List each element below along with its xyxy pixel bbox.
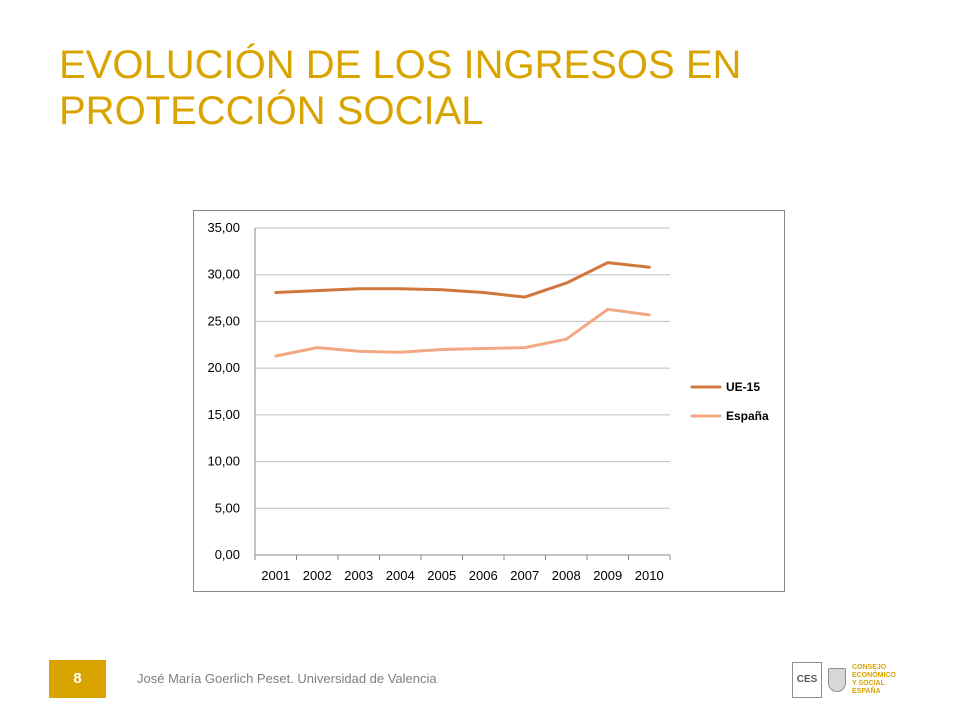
x-tick-label: 2007 [510, 568, 539, 583]
legend-label: UE-15 [726, 380, 760, 394]
series-line-1 [274, 261, 651, 299]
x-tick-label: 2002 [303, 568, 332, 583]
y-tick-label: 10,00 [207, 454, 240, 469]
series-line-2 [274, 307, 651, 358]
ces-acronym: CES [792, 662, 822, 698]
data-point [605, 307, 610, 312]
data-point [605, 260, 610, 265]
y-tick-label: 0,00 [215, 547, 240, 562]
y-tick-label: 25,00 [207, 313, 240, 328]
ces-name-line-3: Y SOCIAL [852, 680, 885, 687]
ces-mark: CES CONSEJO ECONÓMICO Y SOCIAL ESPAÑA [792, 660, 918, 700]
data-point [481, 290, 486, 295]
shield-icon [828, 668, 846, 692]
data-point [522, 345, 527, 350]
data-point [273, 290, 278, 295]
x-tick-label: 2004 [386, 568, 415, 583]
data-point [398, 286, 403, 291]
data-point [564, 337, 569, 342]
data-point [481, 346, 486, 351]
ces-name-line-4: ESPAÑA [852, 688, 881, 695]
ces-name: CONSEJO ECONÓMICO Y SOCIAL ESPAÑA [852, 664, 896, 696]
x-tick-label: 2009 [593, 568, 622, 583]
x-tick-label: 2006 [469, 568, 498, 583]
slide-title-line-2: PROTECCIÓN SOCIAL [59, 89, 484, 133]
data-point [564, 281, 569, 286]
line-chart: 0,00 5,00 10,00 15,00 20,00 25,00 30,00 35,00 20… [207, 220, 769, 583]
x-tick-label: 2005 [427, 568, 456, 583]
x-tick-label: 2001 [261, 568, 290, 583]
data-point [439, 287, 444, 292]
x-tick-label: 2008 [552, 568, 581, 583]
data-point [647, 313, 652, 318]
legend-label: España [726, 409, 769, 423]
y-tick-label: 20,00 [207, 360, 240, 375]
data-point [273, 354, 278, 359]
y-tick-label: 5,00 [215, 500, 240, 515]
y-tick-label: 30,00 [207, 267, 240, 282]
ces-name-line-1: CONSEJO [852, 664, 887, 671]
data-point [356, 349, 361, 354]
slide-title-line-1: EVOLUCIÓN DE LOS INGRESOS EN [59, 43, 742, 87]
page-number: 8 [49, 660, 106, 698]
data-point [522, 295, 527, 300]
x-tick-label: 2010 [635, 568, 664, 583]
ces-name-line-2: ECONÓMICO [852, 672, 896, 679]
data-point [356, 286, 361, 291]
data-point [398, 350, 403, 355]
slide-title: EVOLUCIÓN DE LOS INGRESOS EN PROTECCIÓN … [59, 42, 839, 134]
data-point [315, 288, 320, 293]
x-tick-label: 2003 [344, 568, 373, 583]
data-point [647, 265, 652, 270]
y-tick-label: 15,00 [207, 407, 240, 422]
data-point [439, 347, 444, 352]
y-tick-label: 35,00 [207, 220, 240, 235]
chart-frame: 0,00 5,00 10,00 15,00 20,00 25,00 30,00 35,00 20… [193, 210, 785, 592]
data-point [315, 345, 320, 350]
footer-author: José María Goerlich Peset. Universidad d… [137, 671, 437, 686]
